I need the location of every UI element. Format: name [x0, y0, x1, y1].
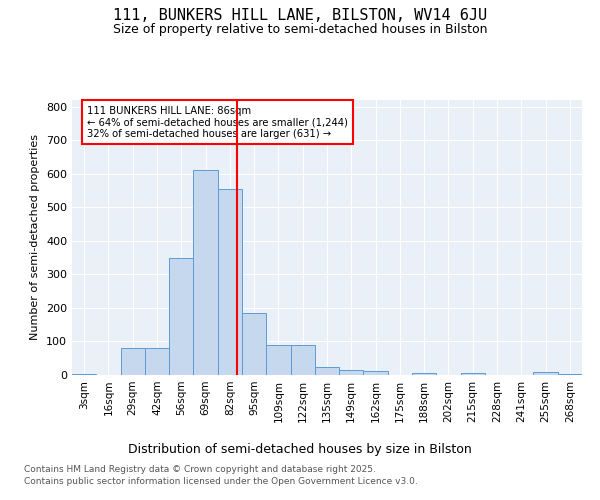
Text: Contains HM Land Registry data © Crown copyright and database right 2025.: Contains HM Land Registry data © Crown c… [24, 465, 376, 474]
Bar [169, 258, 193, 375]
Bar [364, 371, 388, 375]
Bar [533, 372, 558, 375]
Bar [193, 170, 218, 375]
Bar [315, 366, 339, 375]
Bar [242, 313, 266, 375]
Text: Contains public sector information licensed under the Open Government Licence v3: Contains public sector information licen… [24, 478, 418, 486]
Text: 111 BUNKERS HILL LANE: 86sqm
← 64% of semi-detached houses are smaller (1,244)
3: 111 BUNKERS HILL LANE: 86sqm ← 64% of se… [88, 106, 348, 138]
Y-axis label: Number of semi-detached properties: Number of semi-detached properties [31, 134, 40, 340]
Text: Distribution of semi-detached houses by size in Bilston: Distribution of semi-detached houses by … [128, 442, 472, 456]
Text: Size of property relative to semi-detached houses in Bilston: Size of property relative to semi-detach… [113, 22, 487, 36]
Bar [339, 370, 364, 375]
Bar [412, 374, 436, 375]
Bar [461, 374, 485, 375]
Bar [145, 348, 169, 375]
Bar [266, 346, 290, 375]
Bar [558, 374, 582, 375]
Text: 111, BUNKERS HILL LANE, BILSTON, WV14 6JU: 111, BUNKERS HILL LANE, BILSTON, WV14 6J… [113, 8, 487, 22]
Bar [218, 189, 242, 375]
Bar [290, 346, 315, 375]
Bar [121, 348, 145, 375]
Bar [72, 374, 96, 375]
